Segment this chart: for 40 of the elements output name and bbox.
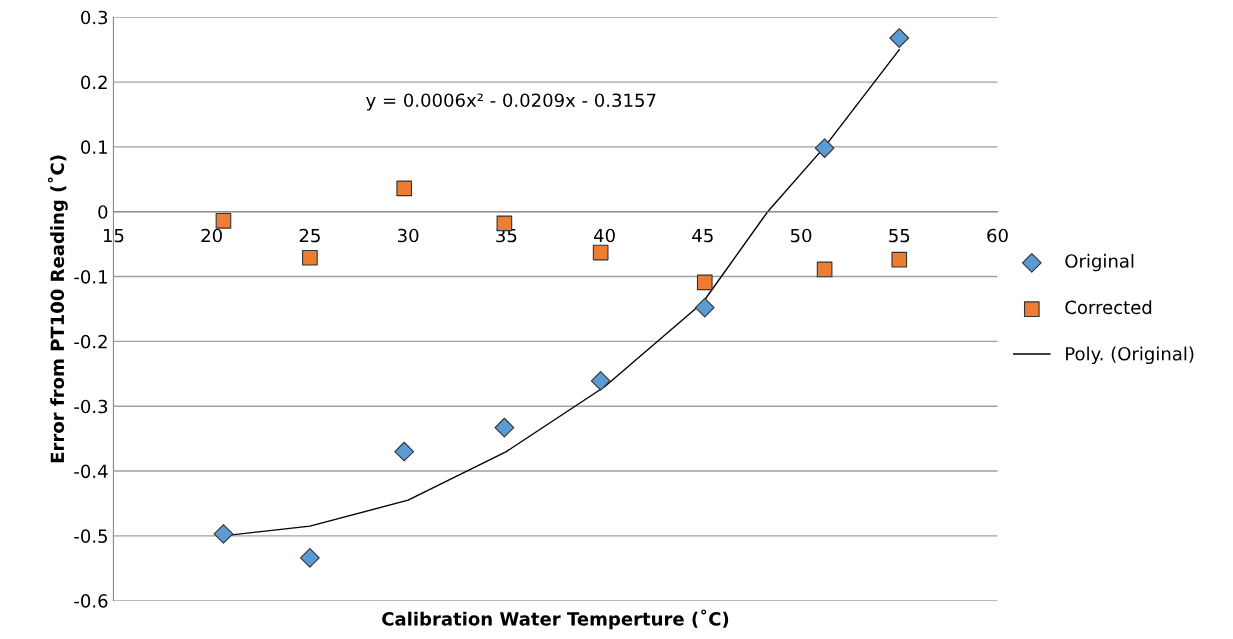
y-tick-label: 0.2 — [81, 75, 107, 90]
point — [213, 524, 234, 544]
point — [300, 548, 320, 568]
x-tick-label: 45 — [692, 228, 713, 243]
point — [694, 297, 715, 318]
y-tick-label: -0.4 — [74, 464, 108, 479]
y-tick-label: 0 — [98, 205, 108, 219]
point — [816, 261, 833, 278]
x-tick-label: 20 — [201, 228, 222, 243]
x-tick-label: 55 — [889, 228, 910, 243]
point — [696, 274, 713, 291]
y-tick-label: -0.6 — [74, 594, 108, 608]
point — [889, 28, 910, 48]
y-tick-label: -0.2 — [74, 334, 107, 349]
y-axis-title: Error from PT100 Reading (˚C) — [47, 155, 68, 463]
legend-label: Corrected — [1065, 300, 1152, 315]
x-tick-label: 40 — [593, 228, 615, 243]
x-tick-label: 25 — [299, 228, 320, 243]
point — [891, 251, 908, 268]
point — [396, 180, 413, 197]
x-tick-label: 15 — [103, 228, 124, 243]
point — [814, 138, 835, 159]
y-tick-label: 0.3 — [81, 10, 108, 25]
x-tick-label: 50 — [790, 228, 812, 243]
point — [592, 244, 609, 261]
legend-label: Poly. (Original) — [1066, 346, 1194, 365]
x-tick-label: 60 — [987, 228, 1008, 243]
x-tick-label: 30 — [398, 228, 419, 243]
legend-label: Original — [1065, 253, 1134, 272]
annotation: y = 0.0006x² - 0.0209x - 0.3157 — [366, 93, 656, 111]
y-tick-label: -0.5 — [74, 529, 107, 543]
y-tick-label: -0.1 — [74, 270, 107, 284]
point — [215, 212, 232, 229]
point — [302, 249, 318, 266]
x-axis-title: Calibration Water Temperture (˚C) — [382, 609, 729, 630]
point — [394, 441, 415, 462]
point — [494, 417, 515, 438]
point — [590, 371, 611, 391]
y-tick-label: -0.3 — [74, 399, 108, 414]
y-tick-label: 0.1 — [81, 140, 107, 155]
